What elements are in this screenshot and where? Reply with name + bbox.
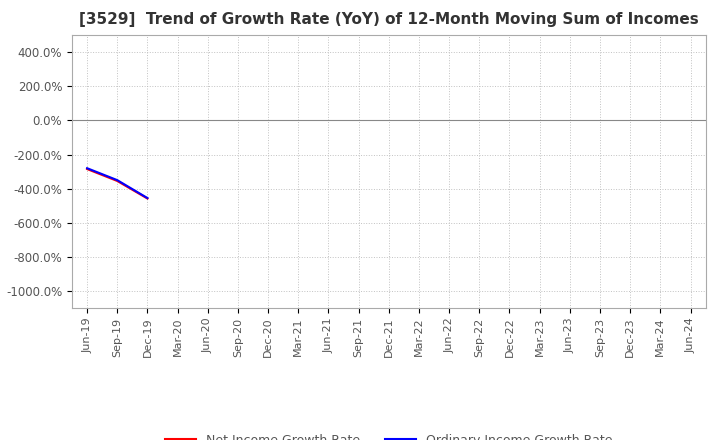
Line: Ordinary Income Growth Rate: Ordinary Income Growth Rate (87, 168, 148, 198)
Title: [3529]  Trend of Growth Rate (YoY) of 12-Month Moving Sum of Incomes: [3529] Trend of Growth Rate (YoY) of 12-… (79, 12, 698, 27)
Net Income Growth Rate (83, 166, 91, 172)
Net Income Growth Rate (113, 178, 122, 183)
Ordinary Income Growth Rate (83, 165, 91, 171)
Ordinary Income Growth Rate (143, 195, 152, 201)
Ordinary Income Growth Rate (113, 177, 122, 183)
Line: Net Income Growth Rate: Net Income Growth Rate (87, 169, 148, 198)
Legend: Net Income Growth Rate, Ordinary Income Growth Rate: Net Income Growth Rate, Ordinary Income … (160, 429, 618, 440)
Net Income Growth Rate (143, 196, 152, 201)
